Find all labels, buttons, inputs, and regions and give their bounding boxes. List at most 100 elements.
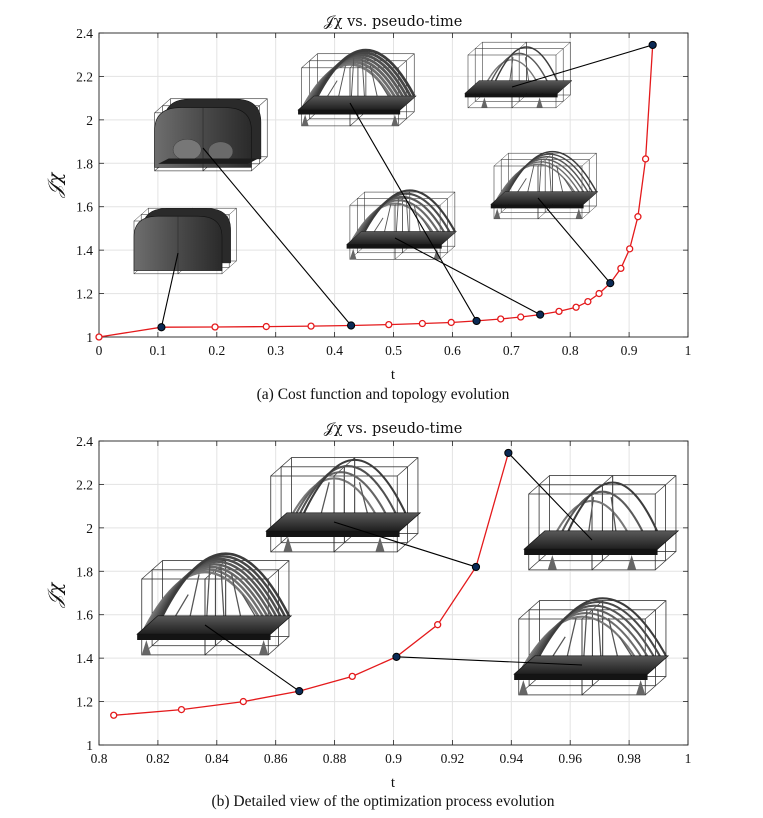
panel-b: 𝒥χ vs. pseudo-time 0.8 0.82 0.84 0.86 0.88 0.… <box>44 421 691 810</box>
x-tick-label: 0.9 <box>385 751 402 766</box>
topology-inset <box>265 457 422 553</box>
x-tick-label: 0.96 <box>558 751 582 766</box>
data-point <box>262 322 270 331</box>
x-tick-label: 0.9 <box>621 343 638 358</box>
x-tick-label: 1 <box>685 751 692 766</box>
panel-a: 𝒥χ vs. pseudo-time 0 0.1 0.2 0.3 0.4 0.5 0.6 0.… <box>44 14 691 403</box>
y-tick-label: 1.6 <box>76 200 93 215</box>
y-tick-label: 2.4 <box>76 434 93 449</box>
x-tick-label: 1 <box>685 343 692 358</box>
data-point <box>641 155 650 163</box>
data-point <box>385 320 393 329</box>
x-tick-label: 0.82 <box>146 751 170 766</box>
highlighted-data-point <box>346 321 356 330</box>
panel-b-title: 𝒥χ vs. pseudo-time <box>324 421 463 437</box>
data-point <box>572 303 580 311</box>
panel-a-axes: 0 0.1 0.2 0.3 0.4 0.5 0.6 0.7 0.8 0.9 1 1 1.2 1.4 1.6 1… <box>76 26 691 358</box>
leader-line <box>333 521 477 568</box>
topology-inset <box>133 207 237 275</box>
y-tick-label: 2.2 <box>76 477 93 492</box>
topology-inset <box>490 151 599 220</box>
x-tick-label: 0.8 <box>91 751 108 766</box>
y-tick-label: 2 <box>86 113 93 128</box>
highlighted-data-point <box>504 448 513 458</box>
y-tick-label: 1.4 <box>76 243 93 258</box>
y-tick-label: 1.4 <box>76 651 93 666</box>
x-tick-label: 0 <box>96 343 103 358</box>
panel-a-y-axis-label: 𝒥χ <box>44 171 66 198</box>
data-point <box>517 313 525 321</box>
y-tick-label: 1 <box>86 330 93 345</box>
x-tick-label: 0.5 <box>385 343 402 358</box>
panel-a-caption: (a) Cost function and topology evolution <box>257 386 510 403</box>
x-tick-label: 0.8 <box>562 343 579 358</box>
x-tick-label: 0.92 <box>441 751 465 766</box>
axes-frame <box>98 32 689 338</box>
panel-b-caption: (b) Detailed view of the optimization pr… <box>211 793 554 810</box>
panel-b-axes: 0.8 0.82 0.84 0.86 0.88 0.9 0.92 0.94 0.96 0.98 1 1… <box>76 434 691 766</box>
x-tick-label: 0.4 <box>326 343 343 358</box>
y-tick-label: 1.8 <box>76 564 93 579</box>
x-tick-label: 0.88 <box>323 751 347 766</box>
data-point <box>418 319 427 328</box>
data-point <box>177 705 186 714</box>
highlighted-data-point <box>157 323 166 332</box>
x-tick-label: 0.6 <box>444 343 461 358</box>
highlighted-data-point <box>472 316 481 326</box>
y-tick-label: 1.6 <box>76 608 93 623</box>
panel-a-x-axis-label: t <box>391 367 396 383</box>
data-point <box>307 322 315 330</box>
y-tick-label: 1 <box>86 738 93 753</box>
data-point <box>634 213 642 221</box>
x-tick-label: 0.98 <box>617 751 641 766</box>
x-tick-label: 0.86 <box>264 751 288 766</box>
data-point <box>555 307 563 316</box>
topology-inset <box>297 48 417 127</box>
leader-line <box>511 44 653 88</box>
leader-line <box>204 624 300 692</box>
panel-b-x-axis-label: t <box>391 775 396 791</box>
x-tick-label: 0.3 <box>267 343 284 358</box>
panel-b-insets <box>136 457 680 696</box>
y-tick-label: 2 <box>86 521 93 536</box>
data-point <box>434 621 442 629</box>
x-tick-label: 0.84 <box>205 751 229 766</box>
data-point <box>239 697 247 706</box>
data-point <box>617 264 625 273</box>
y-tick-label: 2.4 <box>76 26 93 41</box>
y-tick-label: 2.2 <box>76 69 93 84</box>
panel-a-series <box>95 40 657 341</box>
topology-inset <box>513 597 670 696</box>
topology-inset <box>154 98 268 172</box>
x-tick-label: 0.94 <box>499 751 523 766</box>
x-tick-label: 0.1 <box>149 343 166 358</box>
leader-line <box>537 197 611 284</box>
panel-a-insets <box>133 41 599 275</box>
data-point <box>595 289 603 298</box>
panel-b-series <box>110 448 593 719</box>
highlighted-data-point <box>295 687 304 696</box>
data-point <box>110 711 118 719</box>
y-tick-label: 1.2 <box>76 695 93 710</box>
highlighted-data-point <box>606 279 615 288</box>
data-point <box>497 315 505 323</box>
leader-line <box>507 452 593 541</box>
y-tick-label: 1.8 <box>76 156 93 171</box>
panel-b-y-axis-label: 𝒥χ <box>44 581 66 608</box>
topology-inset <box>136 552 293 656</box>
panel-a-title: 𝒥χ vs. pseudo-time <box>324 14 463 30</box>
leader-line <box>396 656 583 666</box>
axes-frame <box>98 440 689 746</box>
highlighted-data-point <box>392 652 401 661</box>
data-point <box>211 323 219 331</box>
leader-line <box>394 237 541 316</box>
highlighted-data-point <box>471 562 481 572</box>
topology-inset <box>345 189 458 260</box>
leader-line <box>202 147 352 326</box>
leader-line <box>349 102 478 322</box>
y-tick-label: 1.2 <box>76 287 93 302</box>
data-point <box>95 333 103 341</box>
topology-inset <box>523 475 680 571</box>
leader-line <box>160 252 179 328</box>
